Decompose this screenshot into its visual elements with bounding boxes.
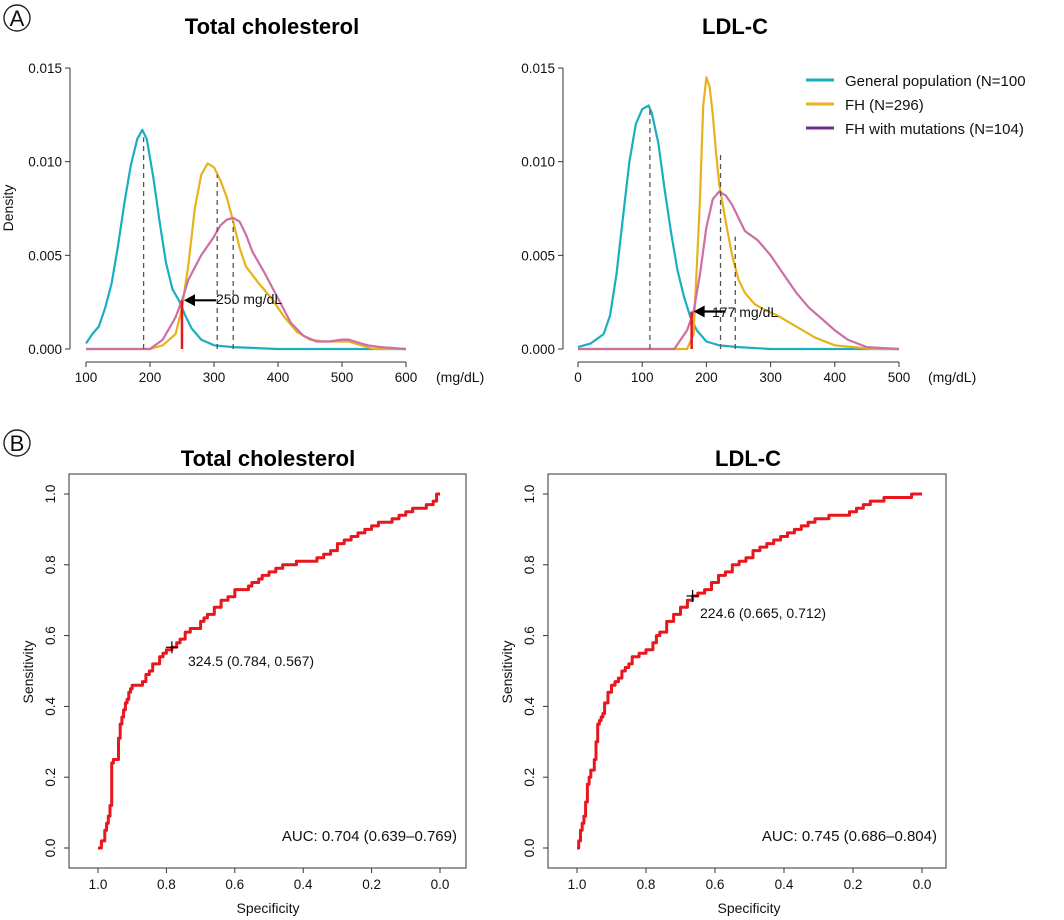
x-tick-label: 0.6 — [225, 877, 244, 892]
ldl-roc-marker-label: 224.6 (0.665, 0.712) — [700, 605, 826, 621]
y-tick-label: 0.2 — [522, 768, 537, 787]
y-tick-label: 0.000 — [28, 342, 62, 357]
y-tick-label: 0.010 — [28, 155, 62, 170]
x-tick-label: 0.2 — [844, 877, 863, 892]
tc-density-ylabel: Density — [0, 185, 16, 232]
panel-a-label: A — [3, 4, 31, 32]
panel-b-letter: B — [10, 431, 25, 456]
panel-b-label: B — [3, 429, 31, 457]
cutoff-arrow-head — [693, 305, 705, 318]
ldl-roc-xlabel: Specificity — [717, 900, 780, 916]
legend-label-fh-mutations: FH with mutations (N=104) — [845, 121, 1024, 138]
density-curve-general — [85, 128, 406, 351]
x-tick-label: 1.0 — [568, 877, 587, 892]
roc-curve — [577, 492, 922, 850]
tc-roc-chart: 0.0 0.2 0.4 0.6 0.8 1.0 1.0 0.8 0.6 0.4 0.2 0.0 — [43, 473, 467, 892]
tc-roc-marker-label: 324.5 (0.784, 0.567) — [188, 653, 314, 669]
y-tick-label: 0.010 — [521, 155, 555, 170]
tc-cutoff-label: 250 mg/dL — [216, 291, 282, 307]
ldl-auc-label: AUC: 0.745 (0.686–0.804) — [762, 828, 937, 845]
y-tick-label: 0.0 — [43, 839, 58, 858]
x-tick-label: 200 — [139, 370, 162, 385]
y-tick-label: 0.6 — [43, 626, 58, 645]
y-tick-label: 1.0 — [522, 485, 537, 504]
tc-auc-label: AUC: 0.704 (0.639–0.769) — [282, 828, 457, 845]
y-tick-label: 0.8 — [43, 555, 58, 574]
ldl-density-chart: 0.000 0.005 0.010 0.015 0 100 200 300 400 500 — [521, 61, 910, 385]
x-tick-label: 300 — [203, 370, 226, 385]
y-tick-label: 0.005 — [28, 248, 62, 263]
density-curve-general — [577, 104, 899, 351]
y-tick-label: 0.6 — [522, 626, 537, 645]
y-tick-label: 1.0 — [43, 485, 58, 504]
ldl-roc-chart: 0.0 0.2 0.4 0.6 0.8 1.0 1.0 0.8 0.6 0.4 0.2 0.0 — [522, 473, 947, 892]
x-tick-label: 400 — [824, 370, 847, 385]
panel-a-circle — [3, 4, 31, 32]
x-tick-label: 300 — [759, 370, 782, 385]
y-tick-label: 0.000 — [521, 342, 555, 357]
x-tick-label: 0.4 — [775, 877, 794, 892]
x-tick-label: 0.8 — [637, 877, 656, 892]
ldl-density-xlabel: (mg/dL) — [928, 369, 976, 385]
panel-b-circle — [3, 429, 31, 457]
x-tick-label: 0.6 — [706, 877, 725, 892]
tc-roc-xlabel: Specificity — [236, 900, 299, 916]
y-tick-label: 0.2 — [43, 768, 58, 787]
x-tick-label: 100 — [75, 370, 98, 385]
tc-density-xlabel: (mg/dL) — [436, 369, 484, 385]
ldl-roc-title: LDL-C — [715, 446, 781, 471]
y-tick-label: 0.005 — [521, 248, 555, 263]
x-tick-label: 200 — [695, 370, 718, 385]
x-tick-label: 500 — [888, 370, 911, 385]
legend: General population (N=100 FH (N=296) FH … — [806, 73, 1026, 138]
density-curve-fh — [86, 162, 406, 351]
tc-density-chart: 0.000 0.005 0.010 0.015 100 200 300 400 500 600 — [28, 61, 417, 385]
ldl-roc-ylabel: Sensitivity — [499, 640, 515, 703]
x-tick-label: 500 — [331, 370, 354, 385]
x-tick-label: 0 — [574, 370, 582, 385]
density-curve-fh_mut — [578, 190, 900, 351]
y-tick-label: 0.015 — [521, 61, 555, 76]
roc-curve — [98, 492, 440, 850]
x-tick-label: 600 — [395, 370, 418, 385]
legend-label-fh: FH (N=296) — [845, 97, 924, 114]
y-tick-label: 0.4 — [522, 697, 537, 716]
y-tick-label: 0.4 — [43, 697, 58, 716]
x-tick-label: 400 — [267, 370, 290, 385]
ldl-density-title: LDL-C — [702, 14, 768, 39]
x-tick-label: 0.0 — [913, 877, 932, 892]
tc-density-title: Total cholesterol — [185, 14, 359, 39]
x-tick-label: 0.8 — [157, 877, 176, 892]
tc-roc-title: Total cholesterol — [181, 446, 355, 471]
cutoff-arrow-head — [184, 294, 195, 307]
plot-frame — [547, 473, 947, 869]
x-tick-label: 0.2 — [362, 877, 381, 892]
y-tick-label: 0.015 — [28, 61, 62, 76]
legend-label-general: General population (N=100 — [845, 73, 1026, 90]
density-curve-fh_mut — [86, 216, 407, 351]
x-tick-label: 0.4 — [294, 877, 313, 892]
x-tick-label: 1.0 — [89, 877, 108, 892]
panel-a-letter: A — [10, 6, 25, 31]
x-tick-label: 0.0 — [431, 877, 450, 892]
y-tick-label: 0.0 — [522, 839, 537, 858]
y-tick-label: 0.8 — [522, 555, 537, 574]
plot-frame — [68, 473, 467, 869]
ldl-cutoff-label: 177 mg/dL — [712, 304, 778, 320]
x-tick-label: 100 — [631, 370, 654, 385]
tc-roc-ylabel: Sensitivity — [20, 640, 36, 703]
